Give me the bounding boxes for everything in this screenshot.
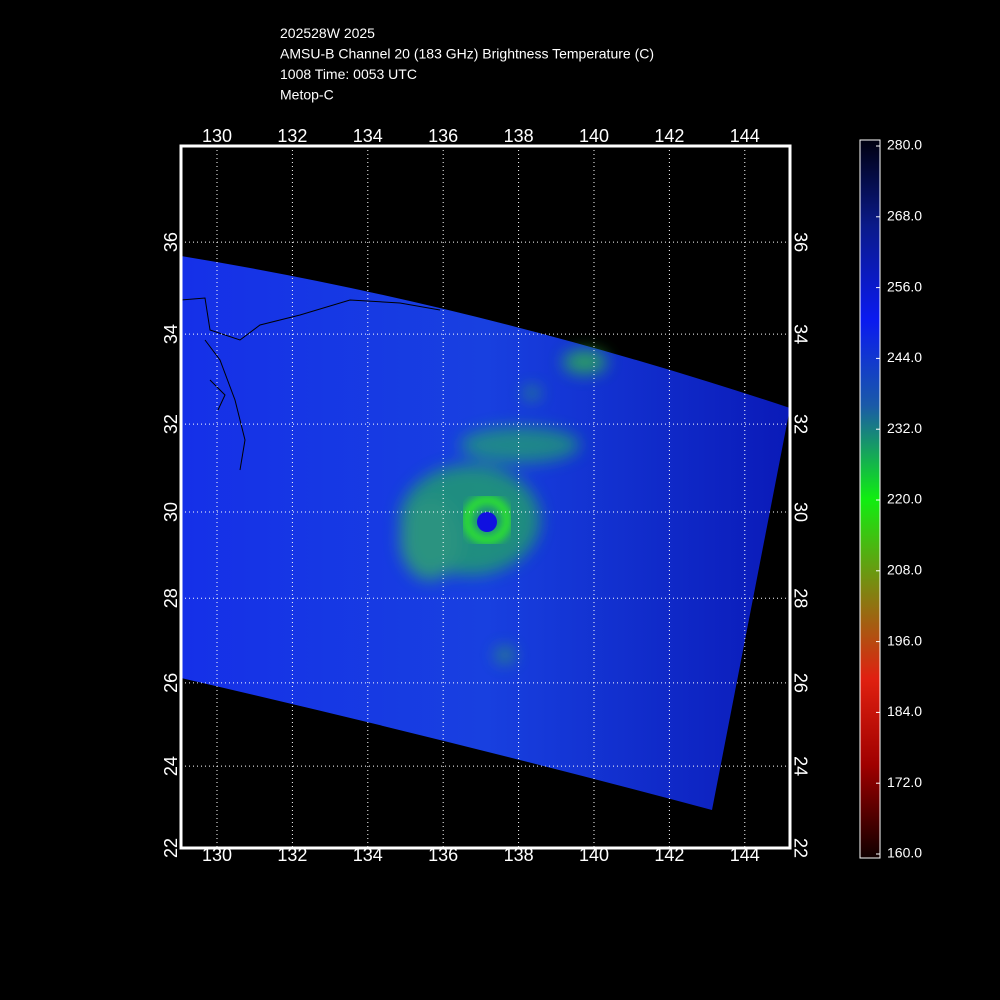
lon-label-bottom: 142 — [654, 845, 684, 865]
lat-label-left: 26 — [161, 673, 181, 693]
colorbar-label: 232.0 — [887, 420, 922, 436]
header-line: Metop-C — [280, 87, 334, 103]
graticule: 130 130 132 132 134 134 136 136 138 138 140 140 142 1… — [161, 126, 811, 865]
lon-label-bottom: 136 — [428, 845, 458, 865]
lon-label-bottom: 138 — [504, 845, 534, 865]
lon-label-bottom: 134 — [353, 845, 383, 865]
colorbar-label: 196.0 — [887, 632, 922, 648]
lat-label-right: 34 — [790, 324, 810, 344]
lon-label-top: 140 — [579, 126, 609, 146]
colorbar-label: 268.0 — [887, 208, 922, 224]
lon-label-bottom: 130 — [202, 845, 232, 865]
lat-label-right: 32 — [790, 414, 810, 434]
colorbar-label: 184.0 — [887, 703, 922, 719]
lat-label-right: 28 — [790, 588, 810, 608]
colorbar — [859, 139, 881, 859]
lat-label-left: 30 — [161, 502, 181, 522]
lat-label-left: 32 — [161, 414, 181, 434]
colorbar-ticks: 280.0 268.0 256.0 244.0 232.0 220.0 208.0 196.0… — [876, 137, 922, 861]
satellite-swath — [181, 256, 790, 810]
header-line: 202528W 2025 — [280, 25, 375, 41]
colorbar-label: 256.0 — [887, 278, 922, 294]
colorbar-label: 220.0 — [887, 491, 922, 507]
header-line: AMSU-B Channel 20 (183 GHz) Brightness T… — [280, 46, 654, 62]
lat-label-left: 36 — [161, 232, 181, 252]
colorbar-label: 160.0 — [887, 845, 922, 861]
lat-label-left: 34 — [161, 324, 181, 344]
colorbar-label: 280.0 — [887, 137, 922, 153]
lat-label-right: 24 — [790, 756, 810, 776]
lat-label-right: 30 — [790, 502, 810, 522]
lat-label-right: 22 — [790, 838, 810, 858]
lon-label-top: 142 — [654, 126, 684, 146]
lat-label-right: 26 — [790, 673, 810, 693]
lon-label-top: 130 — [202, 126, 232, 146]
lon-label-top: 138 — [504, 126, 534, 146]
colorbar-label: 208.0 — [887, 562, 922, 578]
lon-label-top: 136 — [428, 126, 458, 146]
lat-label-left: 28 — [161, 588, 181, 608]
lat-label-left: 24 — [161, 756, 181, 776]
lon-label-bottom: 140 — [579, 845, 609, 865]
lon-label-bottom: 132 — [277, 845, 307, 865]
header-line: 1008 Time: 0053 UTC — [280, 66, 417, 82]
map-frame — [179, 144, 792, 850]
header: 202528W 2025 AMSU-B Channel 20 (183 GHz) … — [280, 25, 654, 103]
lat-label-left: 22 — [161, 838, 181, 858]
colorbar-label: 244.0 — [887, 349, 922, 365]
lon-label-top: 132 — [277, 126, 307, 146]
lon-label-bottom: 144 — [730, 845, 760, 865]
lon-label-top: 144 — [730, 126, 760, 146]
colorbar-label: 172.0 — [887, 774, 922, 790]
lat-label-right: 36 — [790, 232, 810, 252]
lon-label-top: 134 — [353, 126, 383, 146]
